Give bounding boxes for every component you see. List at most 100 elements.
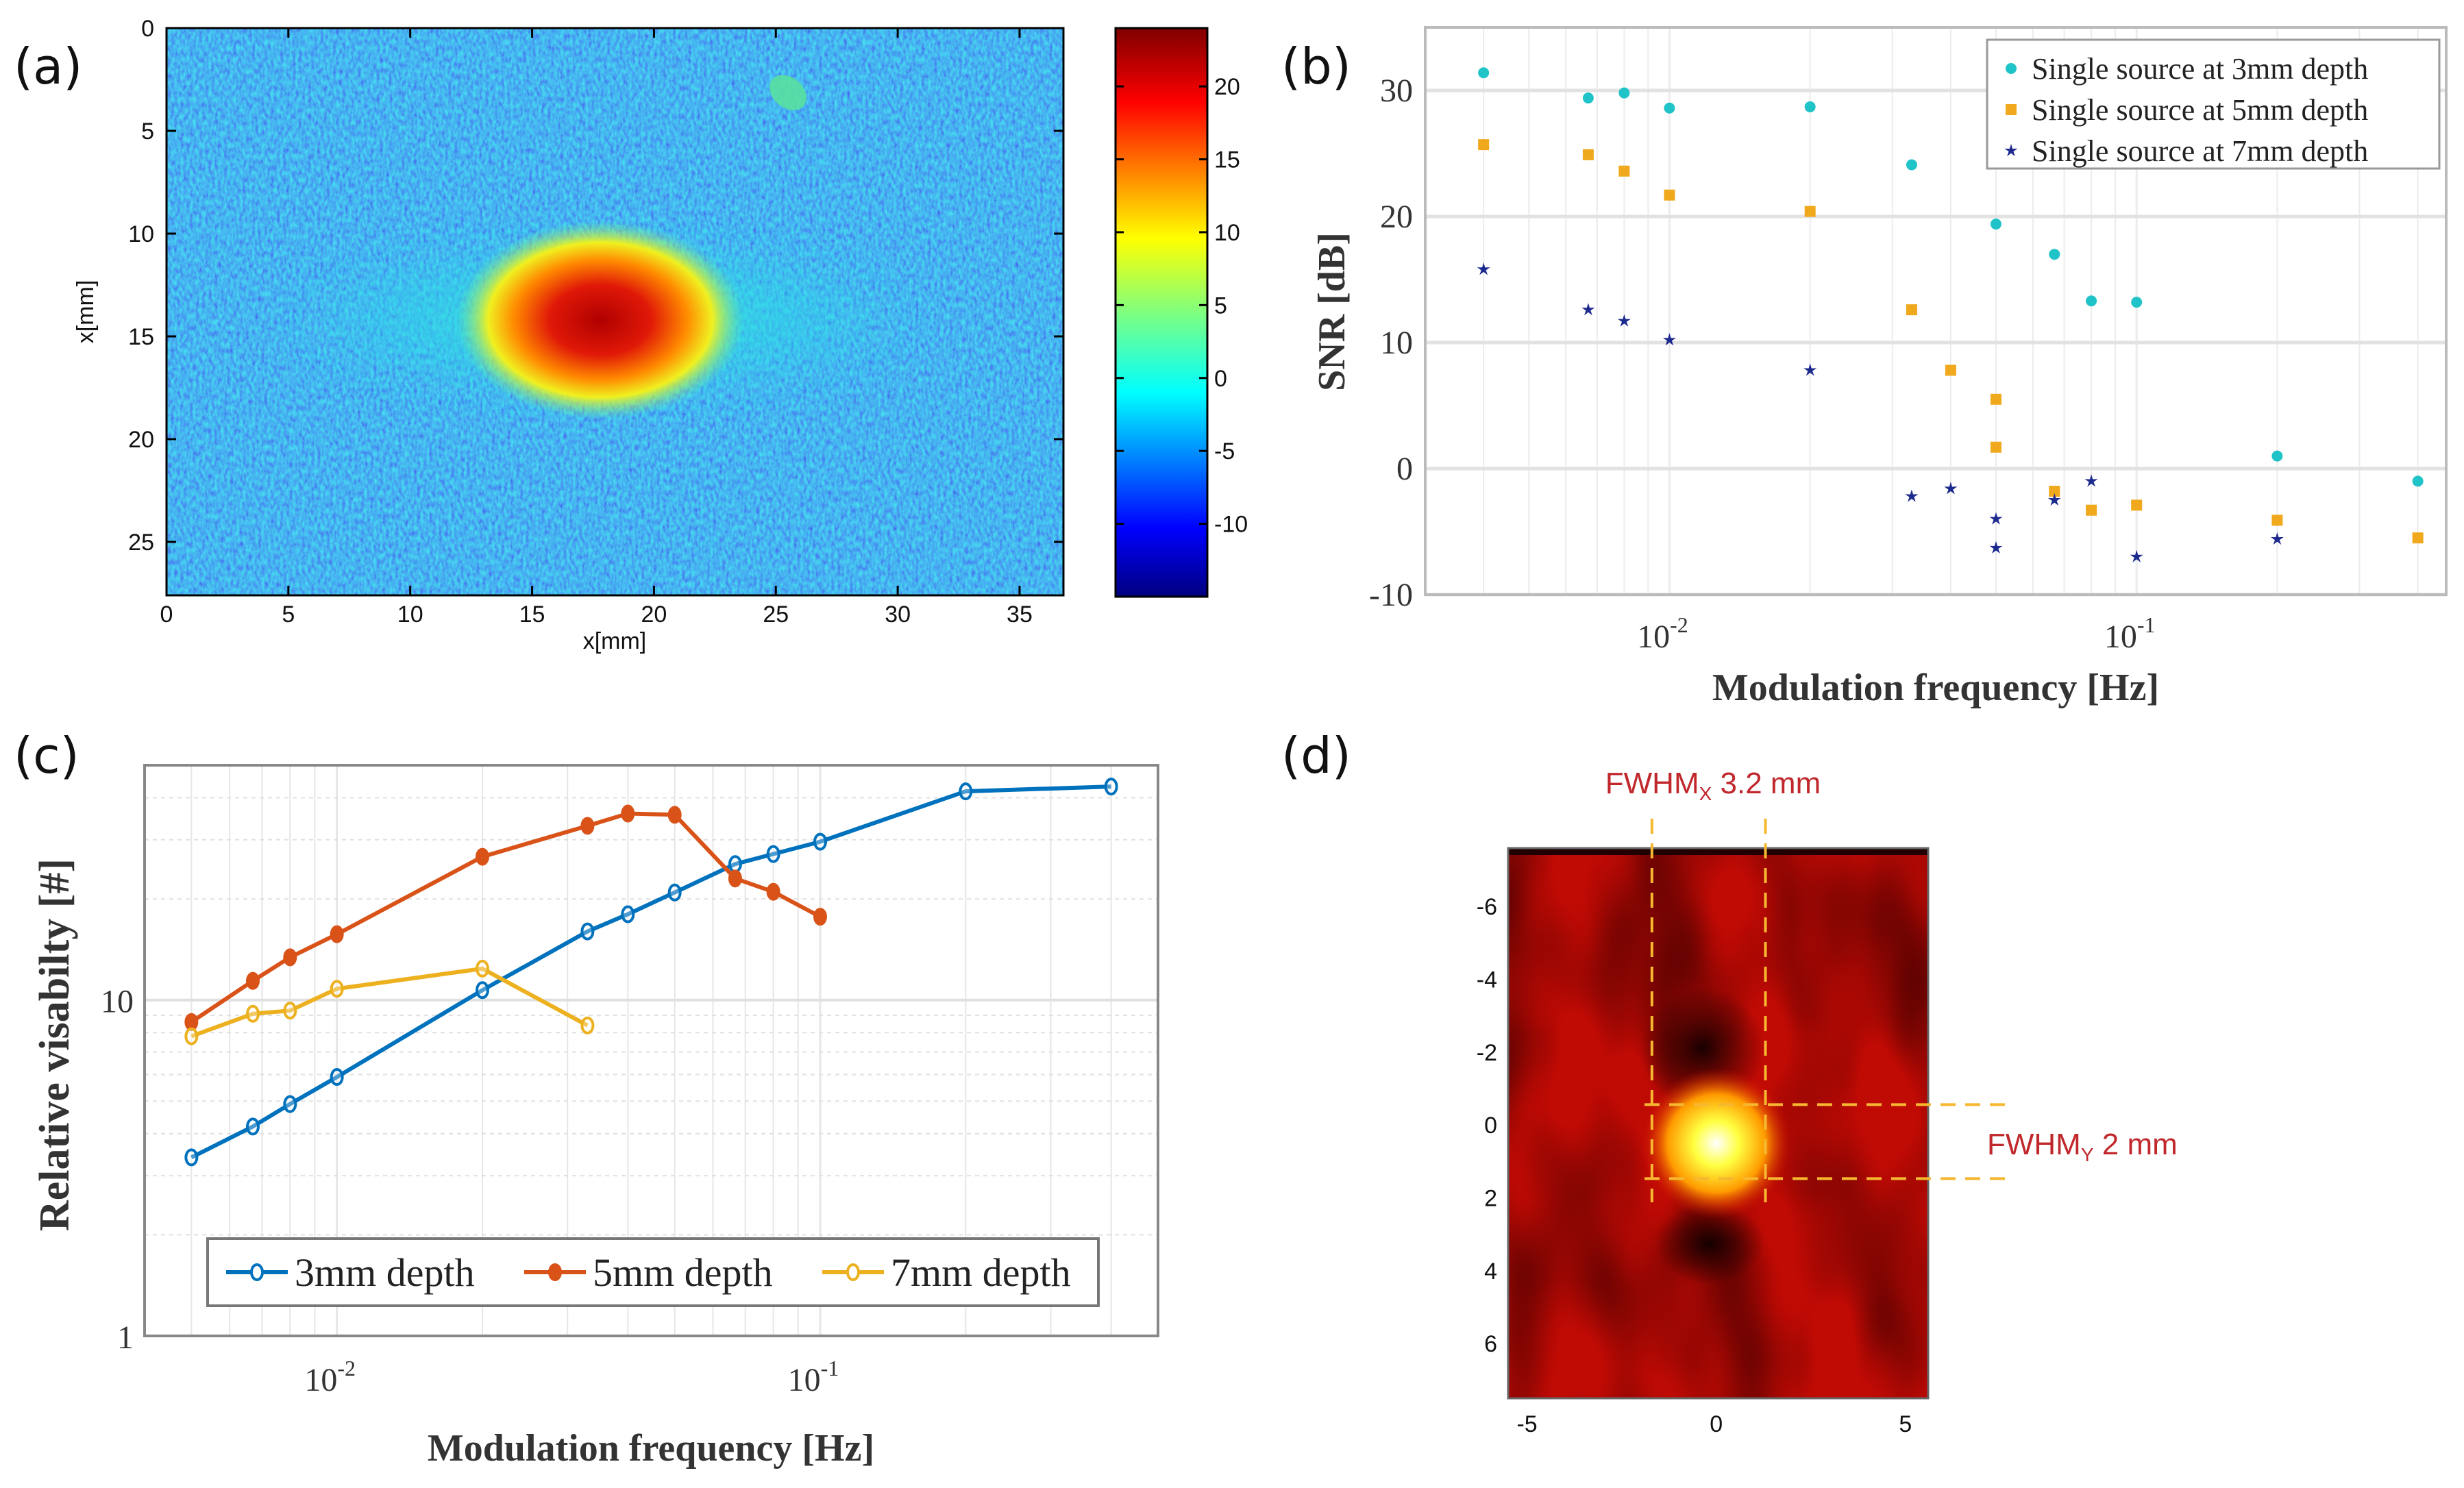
data-point-star bbox=[2004, 144, 2018, 157]
legend-entry-c: 5mm depth bbox=[593, 1250, 773, 1295]
x-tick-label-a: 0 bbox=[160, 602, 173, 628]
y-axis-label-c: Relative visabilty [#] bbox=[32, 858, 78, 1231]
series-line bbox=[190, 966, 589, 1039]
data-point-star bbox=[1581, 303, 1595, 316]
data-point-circle bbox=[2049, 249, 2060, 260]
x-tick-label: 10-1 bbox=[788, 1356, 839, 1398]
x-tick-label: 10-1 bbox=[2104, 612, 2156, 655]
data-point-marker bbox=[246, 1117, 260, 1136]
y-tick-label-c: 10 bbox=[101, 984, 134, 1020]
data-point-star bbox=[2084, 474, 2098, 487]
y-tick-label-d: -4 bbox=[1477, 967, 1497, 993]
y-tick-label-b: 10 bbox=[1380, 325, 1413, 361]
y-tick-label-a: 0 bbox=[141, 16, 154, 42]
data-point-marker bbox=[813, 908, 827, 926]
data-point-marker bbox=[330, 925, 344, 943]
data-point-square bbox=[1804, 206, 1816, 217]
plot-frame-d bbox=[1507, 847, 1930, 1400]
data-point-circle bbox=[1582, 92, 1594, 104]
data-point-circle bbox=[2271, 450, 2283, 462]
legend-marker bbox=[548, 1263, 562, 1281]
data-point-marker bbox=[813, 832, 827, 851]
legend-marker bbox=[250, 1263, 264, 1281]
legend-entry-b: Single source at 5mm depth bbox=[2032, 93, 2368, 127]
colorbar-tick-label: 0 bbox=[1214, 366, 1227, 392]
data-point-marker bbox=[476, 847, 489, 866]
y-tick-label-a: 10 bbox=[128, 221, 154, 247]
y-tick-label-d: 6 bbox=[1484, 1331, 1497, 1357]
data-point-star bbox=[1803, 363, 1817, 376]
plot-frame-c bbox=[143, 764, 1159, 1337]
data-point-marker bbox=[580, 1016, 595, 1034]
x-tick-label-d: 5 bbox=[1899, 1411, 1912, 1437]
data-point-marker bbox=[184, 1013, 199, 1031]
data-point-circle bbox=[1664, 102, 1675, 114]
data-point-star bbox=[1989, 541, 2003, 554]
y-tick-label-a: 20 bbox=[128, 427, 154, 453]
data-point-marker bbox=[728, 869, 742, 888]
panel-b-snr-scatter: -10 0 10 20 30 10-2 10-1 Modulation frequency … bbox=[1311, 26, 2448, 709]
panel-d-psf-heatmap: -5 0 5 -6 -4 -2 0 2 4 6 FWHMX 3.2 mm FWHMY 2 mm bbox=[1477, 767, 2178, 1437]
legend-marker bbox=[846, 1263, 860, 1281]
panel-label-d: (d) bbox=[1281, 727, 1351, 784]
colorbar-tick-label: -10 bbox=[1214, 512, 1248, 538]
legend-entry-b: Single source at 3mm depth bbox=[2032, 52, 2368, 86]
data-point-marker bbox=[728, 855, 742, 873]
data-point-marker bbox=[476, 959, 489, 978]
fwhm-x-annotation: FWHMX 3.2 mm bbox=[1605, 767, 1821, 804]
data-point-square bbox=[2131, 499, 2143, 511]
x-tick-label-a: 5 bbox=[282, 602, 295, 628]
legend-entry-b: Single source at 7mm depth bbox=[2032, 134, 2368, 168]
x-axis-label-b: Modulation frequency [Hz] bbox=[1712, 667, 2159, 709]
data-point-circle bbox=[1906, 159, 1917, 171]
data-point-marker bbox=[580, 922, 595, 941]
data-point-square bbox=[1664, 189, 1675, 201]
data-point-marker bbox=[476, 981, 489, 1000]
data-point-square bbox=[1906, 304, 1917, 316]
panel-label-a: (a) bbox=[14, 38, 82, 95]
data-point-circle bbox=[2131, 297, 2143, 308]
x-tick-label-a: 20 bbox=[641, 602, 667, 628]
data-point-square bbox=[1478, 139, 1490, 151]
x-tick-label-a: 35 bbox=[1007, 602, 1033, 628]
series-line bbox=[190, 784, 1111, 1160]
plot-frame-b bbox=[1424, 26, 2448, 596]
data-point-circle bbox=[2086, 295, 2097, 307]
data-point-star bbox=[2047, 493, 2061, 506]
data-point-marker bbox=[766, 882, 780, 901]
y-tick-label-d: -6 bbox=[1477, 894, 1497, 920]
panel-a-heatmap: 0 5 10 15 20 25 30 35 0 5 10 15 20 25 -10 -5 0 5 10 15 20 x[… bbox=[73, 16, 1248, 654]
artifact-blob bbox=[769, 75, 806, 110]
panel-label-c: (c) bbox=[14, 727, 79, 784]
x-tick-label-a: 15 bbox=[519, 602, 545, 628]
y-tick-label-a: 25 bbox=[128, 530, 154, 556]
data-point-star bbox=[2270, 532, 2284, 545]
y-tick-label-a: 15 bbox=[128, 324, 154, 350]
data-point-marker bbox=[621, 905, 635, 923]
data-point-circle bbox=[1804, 101, 1816, 112]
fwhm-y-annotation: FWHMY 2 mm bbox=[1987, 1128, 2178, 1165]
y-tick-label-d: 2 bbox=[1484, 1186, 1497, 1212]
data-point-star bbox=[1662, 333, 1676, 346]
y-tick-label-b: 20 bbox=[1380, 199, 1413, 235]
legend-c: 3mm depth 5mm depth 7mm depth bbox=[206, 1237, 1100, 1307]
data-point-marker bbox=[1104, 778, 1118, 796]
y-tick-label-d: 0 bbox=[1484, 1113, 1497, 1139]
data-point-marker bbox=[766, 845, 780, 863]
heatmap-image-a bbox=[167, 28, 1063, 595]
colorbar-tick-label: 10 bbox=[1214, 220, 1240, 246]
panel-label-b: (b) bbox=[1281, 38, 1351, 95]
data-point-circle bbox=[1618, 87, 1630, 99]
data-point-marker bbox=[621, 804, 635, 823]
data-point-square bbox=[2271, 514, 2283, 526]
data-point-marker bbox=[283, 948, 297, 967]
legend-entry-c: 7mm depth bbox=[891, 1250, 1071, 1295]
y-tick-label-d: 4 bbox=[1484, 1258, 1497, 1285]
data-point-square bbox=[1582, 149, 1594, 160]
data-point-marker bbox=[184, 1027, 199, 1045]
data-point-marker bbox=[959, 782, 973, 801]
data-point-marker bbox=[667, 806, 682, 824]
colorbar bbox=[1114, 27, 1209, 598]
colorbar-tick-label: 5 bbox=[1214, 293, 1227, 319]
y-tick-label-b: 0 bbox=[1396, 451, 1413, 487]
